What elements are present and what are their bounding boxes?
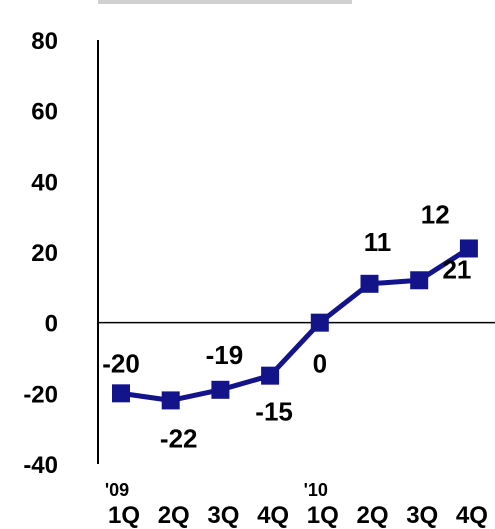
y-tick-label: 20 [31,240,58,267]
x-tick-label: 3Q [406,502,438,529]
data-point-marker [459,239,478,258]
data-point-marker [112,384,130,403]
y-tick-label: 40 [31,169,58,196]
x-tick-label: 4Q [257,502,289,529]
x-tick-labels: 1Q 2Q 3Q 4Q 1Q 2Q 3Q 4Q '09 '10 [105,480,488,529]
data-label: -15 [255,397,293,427]
title-placeholder-bar [98,0,352,4]
series-layer [112,239,478,410]
y-tick-labels: 80 60 40 20 0 -20 -40 [23,28,58,479]
data-point-marker [310,313,329,332]
series-line [120,246,471,403]
y-tick-label: 80 [31,28,58,55]
data-label: -22 [160,423,198,453]
x-tick-label: 1Q [307,502,339,529]
x-tick-label: 3Q [207,502,239,529]
y-tick-label: -40 [23,452,58,479]
data-label: 0 [313,349,327,379]
data-label: 12 [421,199,450,229]
data-label: 21 [442,254,471,284]
data-point-marker [211,380,230,399]
axes [97,40,495,464]
data-label: -20 [102,348,140,378]
x-tick-label: 1Q [108,502,140,529]
year-label: '09 [105,480,129,500]
data-point-marker [261,366,280,385]
y-tick-label: 60 [31,99,58,126]
data-label: 11 [364,227,392,257]
x-tick-label: 2Q [356,502,388,529]
y-tick-label: 0 [45,311,58,338]
data-point-marker [360,274,379,293]
data-label: -19 [206,340,244,370]
data-point-marker [410,271,429,290]
y-tick-label: -20 [23,381,58,408]
data-point-marker [161,391,180,410]
x-tick-label: 2Q [158,502,190,529]
year-label: '10 [304,480,328,500]
data-labels: -20 -22 -19 -15 0 11 12 21 [102,199,471,453]
x-tick-label: 4Q [456,502,488,529]
